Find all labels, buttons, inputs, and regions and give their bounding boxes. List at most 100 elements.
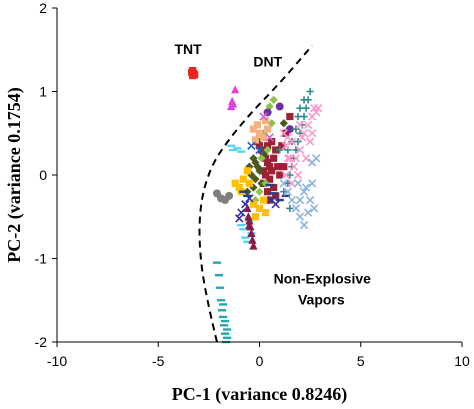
x-tick-label: 5 (357, 353, 365, 369)
data-point (257, 146, 266, 154)
y-tick-label: 1 (39, 84, 47, 100)
data-point (229, 148, 238, 152)
data-point (239, 228, 248, 231)
data-point (266, 196, 274, 204)
data-point (270, 154, 278, 162)
y-tick-label: -2 (35, 334, 48, 350)
data-point (247, 141, 256, 150)
data-point (235, 214, 244, 223)
data-point (287, 179, 297, 188)
data-point (274, 163, 282, 171)
series-11 (235, 194, 280, 223)
x-tick-label: -10 (47, 353, 67, 369)
data-point (303, 208, 313, 217)
data-point (255, 142, 264, 150)
data-point (237, 150, 246, 153)
x-tick-label: 0 (256, 353, 264, 369)
data-point (285, 154, 295, 163)
data-point (270, 183, 278, 192)
data-point (292, 146, 300, 154)
data-point (289, 162, 299, 171)
annotation-label: Non-Explosive (274, 271, 371, 287)
data-point (255, 166, 264, 175)
y-tick-label: 0 (39, 167, 47, 183)
data-point (244, 212, 253, 221)
data-point (247, 228, 256, 238)
data-point (220, 319, 230, 323)
data-point (269, 192, 278, 195)
data-point (266, 163, 274, 171)
data-point (291, 154, 301, 163)
data-point (227, 144, 236, 147)
data-point (295, 195, 305, 205)
data-point (291, 204, 301, 213)
data-point (280, 163, 288, 171)
data-point (307, 129, 317, 138)
data-point (301, 154, 311, 163)
data-point (253, 162, 262, 171)
annotations-layer: TNT DNT Non-Explosive Vapors (174, 41, 371, 307)
data-point (297, 133, 307, 142)
series-1 (227, 85, 240, 111)
series-13 (263, 102, 294, 134)
data-point (265, 133, 274, 142)
data-point (223, 328, 232, 331)
data-point (239, 175, 247, 183)
data-point (188, 68, 196, 76)
data-point (229, 99, 238, 108)
data-point (299, 220, 309, 230)
data-point (293, 170, 303, 180)
data-point (295, 145, 305, 155)
data-point (286, 204, 294, 212)
data-point (279, 179, 288, 188)
data-point (241, 200, 250, 209)
data-point (251, 175, 260, 184)
data-point (275, 102, 284, 111)
data-point (279, 119, 288, 128)
y-axis-title: PC-2 (variance 0.1754) (4, 87, 25, 262)
axes-layer (56, 8, 462, 343)
data-point (306, 87, 314, 96)
data-point (223, 336, 232, 340)
data-point (314, 104, 323, 113)
data-point (255, 187, 264, 196)
data-point (261, 171, 270, 179)
data-point (218, 303, 228, 306)
data-point (286, 171, 294, 179)
data-point (261, 208, 270, 217)
x-tick-label: 10 (454, 353, 470, 369)
data-point (243, 194, 252, 198)
data-point (310, 204, 319, 213)
data-point (300, 96, 308, 104)
data-point (259, 196, 268, 204)
data-point (285, 125, 294, 134)
data-point (283, 154, 293, 163)
data-point (281, 141, 290, 150)
data-point (272, 192, 280, 200)
data-point (264, 188, 272, 196)
data-point (239, 190, 248, 193)
data-point (312, 108, 321, 117)
series-10 (212, 189, 234, 205)
data-point (276, 146, 284, 154)
data-point (287, 137, 297, 146)
data-point (253, 121, 262, 129)
annotation-label: Vapors (298, 291, 345, 307)
data-point (216, 299, 226, 302)
data-point (237, 208, 246, 217)
data-point (220, 332, 230, 335)
data-point (245, 216, 254, 225)
data-point (259, 112, 268, 121)
data-point (305, 195, 315, 205)
data-point (245, 179, 253, 187)
data-point (212, 261, 222, 264)
data-point (243, 167, 251, 175)
data-point (307, 179, 317, 188)
data-point (299, 187, 309, 196)
data-point (271, 200, 280, 209)
series-12 (239, 183, 290, 202)
data-point (281, 170, 290, 180)
data-point (235, 183, 243, 192)
